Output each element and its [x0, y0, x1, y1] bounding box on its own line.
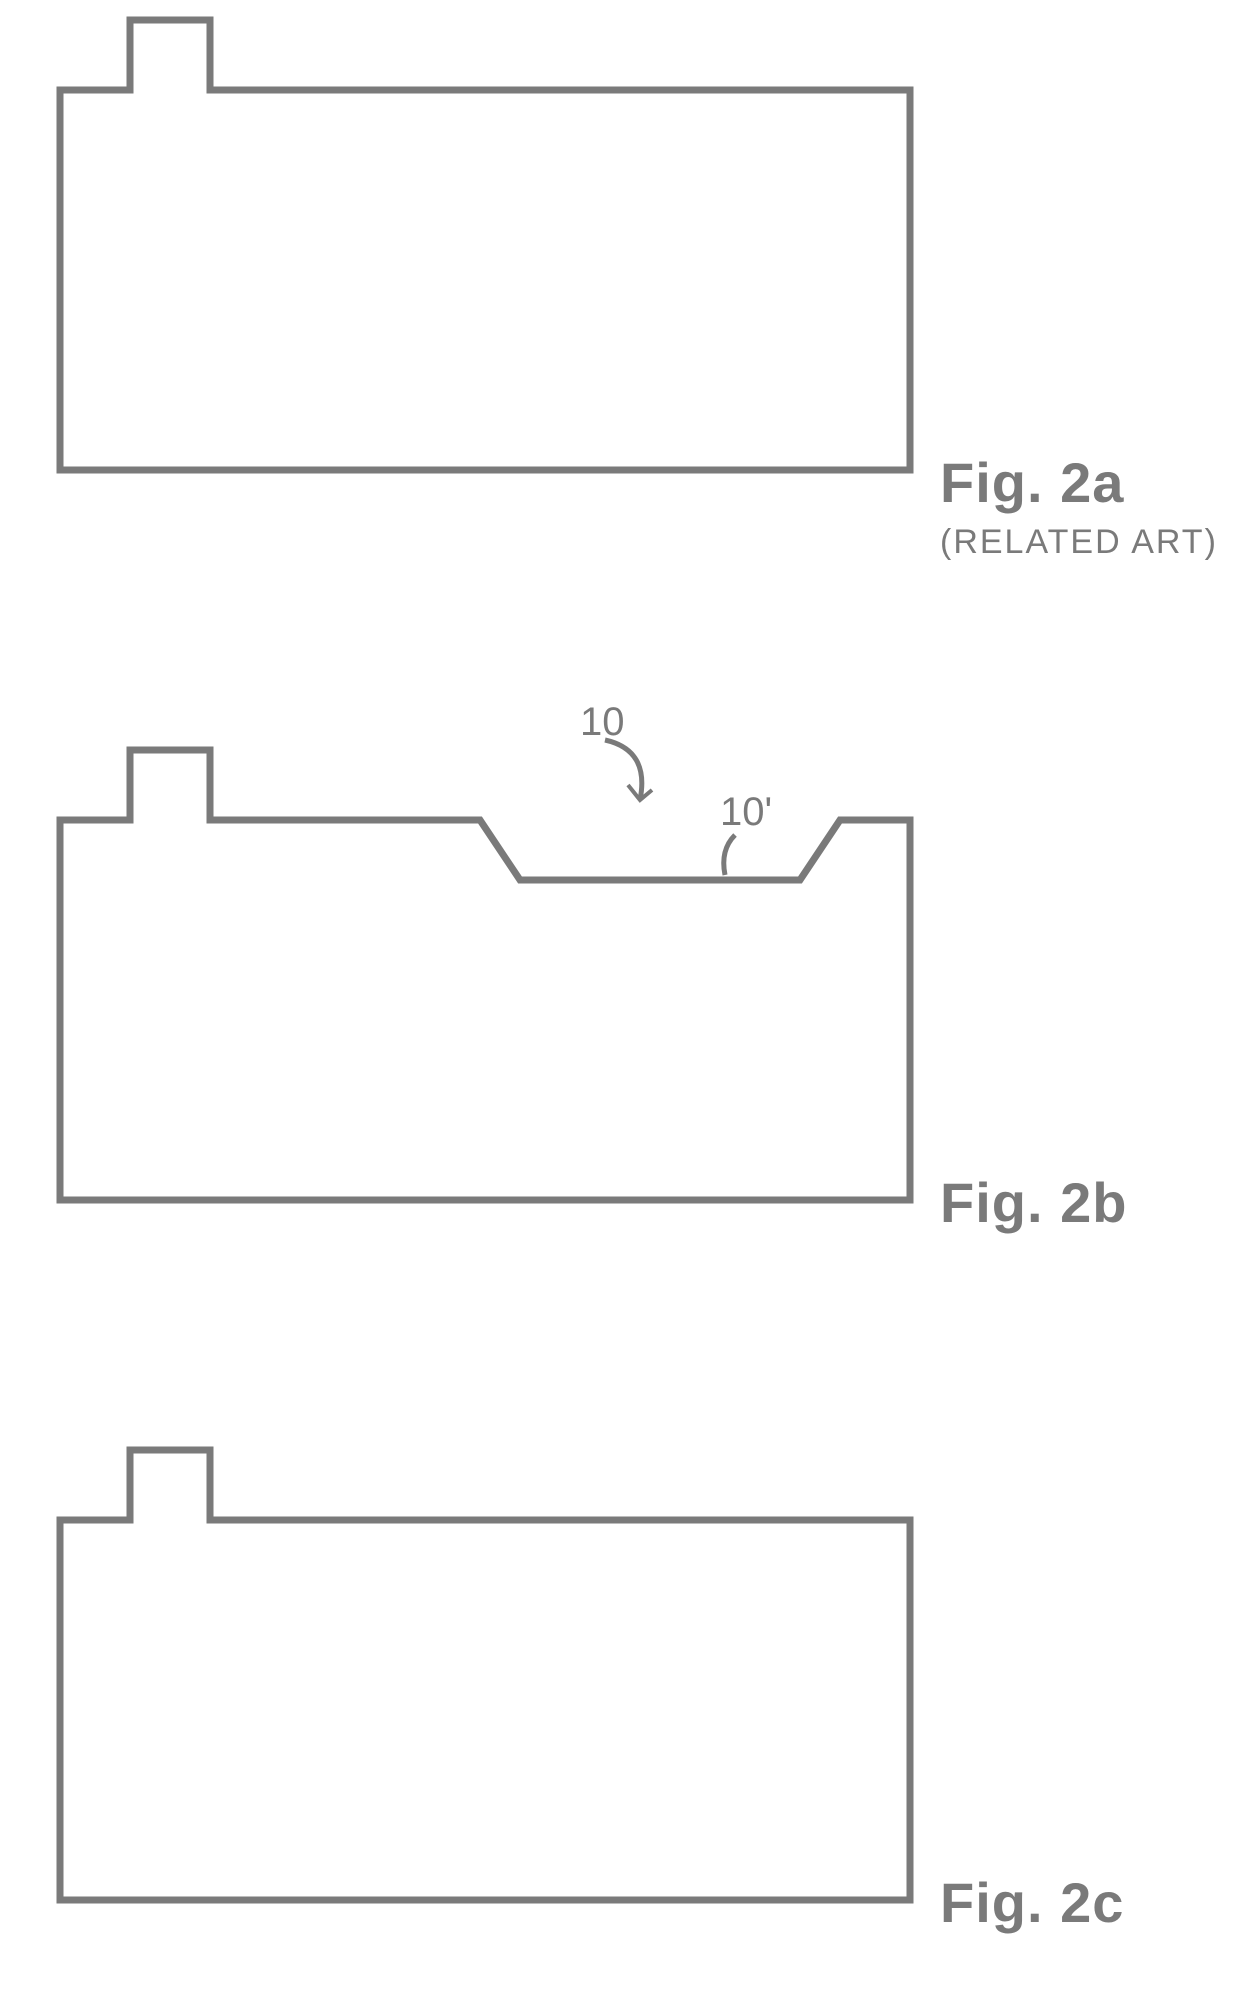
fig-2c-label: Fig. 2c	[940, 1870, 1124, 1935]
figure-2b-shape	[30, 740, 950, 1240]
hook-10-prime	[700, 820, 760, 890]
figure-2c-shape	[30, 1440, 950, 1940]
figure-2a-shape	[30, 10, 950, 510]
fig-2a-label: Fig. 2a	[940, 450, 1218, 515]
fig-2a-sublabel: (RELATED ART)	[940, 523, 1218, 562]
figure-2b-labels: Fig. 2b	[940, 1170, 1127, 1235]
fig-2b-label: Fig. 2b	[940, 1170, 1127, 1235]
figure-2a-labels: Fig. 2a (RELATED ART)	[940, 450, 1218, 562]
figure-2c-labels: Fig. 2c	[940, 1870, 1124, 1935]
arrow-10	[560, 700, 680, 830]
